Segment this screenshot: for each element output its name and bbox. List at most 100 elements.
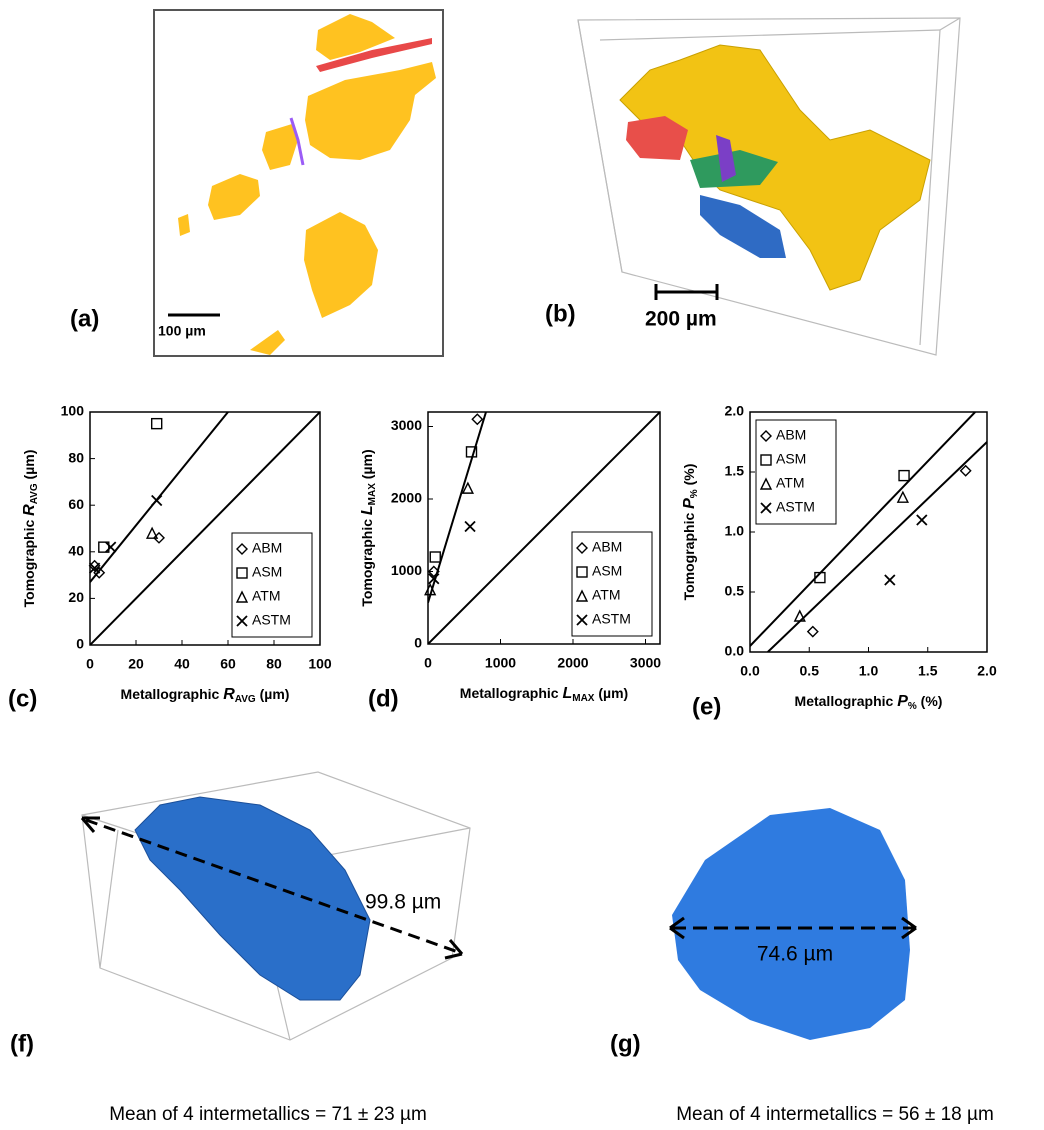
- panel-label: (d): [368, 685, 399, 712]
- axis-label-part: Metallographic: [795, 693, 898, 709]
- axis-label: Metallographic P% (%): [795, 693, 943, 712]
- axis-label-part: MAX: [572, 693, 595, 704]
- particle: [178, 214, 190, 236]
- scale-label: 200 µm: [645, 308, 717, 331]
- y-tick-label: 0.5: [725, 583, 745, 599]
- legend-label: ATM: [776, 475, 805, 491]
- point: [147, 528, 157, 538]
- particle: [672, 808, 910, 1040]
- axis-label-part: Tomographic: [21, 516, 37, 608]
- legend-label: ASM: [592, 563, 622, 579]
- point: [885, 575, 895, 585]
- y-tick-label: 40: [68, 543, 84, 559]
- y-tick-label: 1.0: [725, 523, 745, 539]
- axis-label-part: (µm): [256, 686, 290, 702]
- y-tick-label: 100: [61, 403, 85, 419]
- point: [430, 552, 440, 562]
- legend-label: ATM: [592, 587, 621, 603]
- point: [898, 492, 908, 502]
- x-tick-label: 1.0: [859, 663, 879, 679]
- axis-label-part: %: [908, 701, 917, 712]
- panel-b: 200 µm (b): [545, 18, 960, 355]
- x-tick-label: 0: [424, 655, 432, 671]
- y-tick-label: 60: [68, 496, 84, 512]
- point: [465, 522, 475, 532]
- y-tick-label: 0: [76, 636, 84, 652]
- caption: Mean of 4 intermetallics = 56 ± 18 µm: [676, 1104, 994, 1125]
- axis-label: Metallographic LMAX (µm): [460, 685, 628, 704]
- axis-label-part: Tomographic: [681, 509, 697, 601]
- legend-label: ABM: [592, 539, 622, 555]
- axis-label-part: Metallographic: [460, 685, 563, 701]
- x-tick-label: 1.5: [918, 663, 938, 679]
- caption: Mean of 4 intermetallics = 71 ± 23 µm: [109, 1104, 427, 1125]
- point: [152, 419, 162, 429]
- y-tick-label: 1.5: [725, 463, 745, 479]
- legend-label: ASTM: [252, 612, 291, 628]
- y-tick-label: 1000: [391, 562, 422, 578]
- measure-label: 74.6 µm: [757, 943, 833, 966]
- panel-a: 100 µm (a): [70, 10, 443, 356]
- panel-label: (a): [70, 305, 99, 332]
- image-frame: [154, 10, 443, 356]
- panel-label: (f): [10, 1030, 34, 1057]
- point: [152, 496, 162, 506]
- axis-label-part: P: [897, 693, 908, 710]
- legend-label: ABM: [252, 540, 282, 556]
- chart: 0.0 0.5 1.0 1.5 2.0 0.0 0.5 1.0 1.5 2.0 ABM ASM ATM A…: [681, 403, 997, 721]
- measure-label: 99.8 µm: [365, 891, 441, 914]
- figure: 100 µm (a) 200 µm (b) 99.8 µm: [0, 0, 1044, 1130]
- x-tick-label: 40: [174, 656, 190, 672]
- y-tick-label: 0.0: [725, 643, 745, 659]
- point: [808, 627, 818, 637]
- x-tick-label: 0.5: [800, 663, 820, 679]
- axis-label-part: R: [223, 686, 235, 703]
- x-tick-label: 20: [128, 656, 144, 672]
- axis-label-part: MAX: [367, 483, 378, 506]
- y-tick-label: 0: [414, 635, 422, 651]
- point: [899, 471, 909, 481]
- y-tick-label: 3000: [391, 417, 422, 433]
- axis-label-part: (µm): [21, 450, 37, 484]
- axis-label-part: (%): [681, 464, 697, 490]
- x-tick-label: 2000: [557, 655, 588, 671]
- x-tick-label: 80: [266, 656, 282, 672]
- axis-label-part: AVG: [235, 694, 256, 705]
- panel-label: (b): [545, 300, 576, 327]
- axis-label-part: Metallographic: [121, 686, 224, 702]
- point: [917, 515, 927, 525]
- point: [106, 542, 116, 552]
- particle: [135, 797, 370, 1000]
- axis-label: Tomographic P% (%): [681, 464, 700, 601]
- panel-g: 74.6 µm (g) Mean of 4 intermetallics = 5…: [610, 808, 994, 1125]
- x-tick-label: 0.0: [740, 663, 760, 679]
- y-tick-label: 20: [68, 589, 84, 605]
- axis-label-part: (µm): [359, 449, 375, 483]
- axis-label-part: P: [681, 498, 698, 509]
- y-tick-label: 2.0: [725, 403, 745, 419]
- legend-label: ABM: [776, 427, 806, 443]
- y-tick-label: 2000: [391, 490, 422, 506]
- axis-label-part: Tomographic: [359, 515, 375, 607]
- point: [795, 611, 805, 621]
- chart: 020406080100020406080100ABMASMATMASTMMet…: [8, 403, 332, 713]
- axis-label: Tomographic RAVG (µm): [21, 450, 40, 608]
- panel-label: (e): [692, 693, 721, 720]
- point: [961, 466, 971, 476]
- panel-label: (g): [610, 1030, 641, 1057]
- legend-label: ASM: [252, 564, 282, 580]
- x-tick-label: 100: [308, 656, 332, 672]
- axis-label-part: R: [21, 504, 38, 516]
- legend-label: ASTM: [592, 611, 631, 627]
- panel-label: (c): [8, 685, 37, 712]
- legend-label: ASTM: [776, 499, 815, 515]
- legend-label: ATM: [252, 588, 281, 604]
- x-tick-label: 2.0: [977, 663, 997, 679]
- x-tick-label: 60: [220, 656, 236, 672]
- x-tick-label: 1000: [485, 655, 516, 671]
- axis-label: Metallographic RAVG (µm): [121, 686, 290, 705]
- scale-label: 100 µm: [158, 323, 206, 339]
- point: [472, 414, 482, 424]
- legend-label: ASM: [776, 451, 806, 467]
